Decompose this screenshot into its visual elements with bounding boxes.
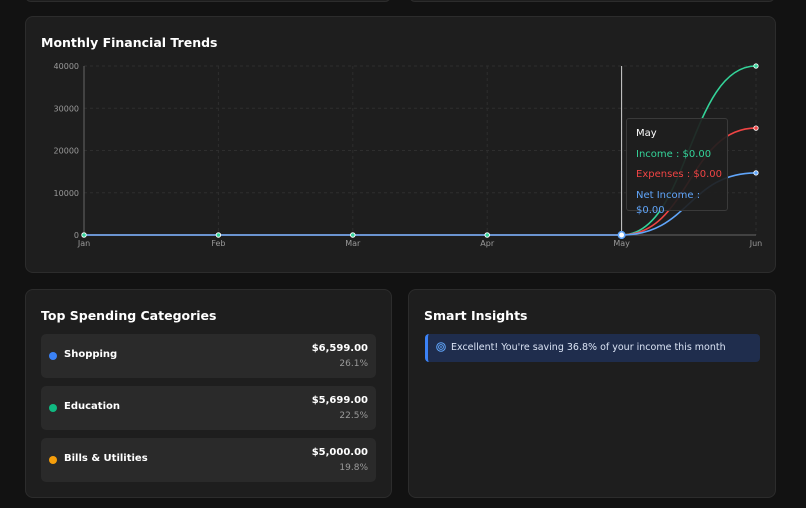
data-point: [753, 63, 759, 69]
top-spending-card: Top Spending Categories Shopping $6,599.…: [25, 289, 392, 498]
category-amount: $5,699.00: [311, 395, 368, 406]
y-tick-label: 20000: [54, 147, 79, 156]
chart-tooltip: May Income : $0.00 Expenses : $0.00 Net …: [626, 118, 728, 216]
y-tick-label: 0: [74, 231, 79, 240]
category-name: Shopping: [64, 349, 118, 360]
data-point: [617, 231, 626, 239]
category-item-shopping[interactable]: Shopping $6,599.00 26.1%: [41, 334, 376, 378]
category-percent: 22.5%: [339, 411, 368, 421]
previous-card-right: [409, 0, 775, 2]
data-point: [350, 232, 356, 238]
category-name: Bills & Utilities: [64, 453, 148, 464]
x-tick-label: Jan: [77, 239, 90, 248]
category-item-bills-utilities[interactable]: Bills & Utilities $5,000.00 19.8%: [41, 438, 376, 482]
category-color-dot: [49, 352, 57, 360]
x-tick-label: Jun: [749, 239, 763, 248]
tooltip-month: May: [636, 128, 657, 139]
series-line-net-income: [84, 172, 757, 236]
monthly-trends-card: Monthly Financial Trends 0 10000 20000 3000…: [25, 16, 776, 273]
monthly-trends-title: Monthly Financial Trends: [41, 35, 218, 50]
y-tick-label: 10000: [54, 189, 79, 198]
data-point: [484, 232, 490, 238]
tooltip-income: Income : $0.00: [636, 148, 712, 160]
x-tick-label: May: [613, 239, 630, 248]
previous-card-left: [25, 0, 391, 2]
insight-message-box: Excellent! You're saving 36.8% of your i…: [425, 334, 760, 362]
target-icon: [436, 342, 446, 352]
category-percent: 19.8%: [339, 463, 368, 473]
category-item-education[interactable]: Education $5,699.00 22.5%: [41, 386, 376, 430]
insight-message: Excellent! You're saving 36.8% of your i…: [451, 342, 726, 353]
category-color-dot: [49, 456, 57, 464]
smart-insights-title: Smart Insights: [424, 308, 528, 323]
x-tick-label: Mar: [345, 239, 361, 248]
category-name: Education: [64, 401, 120, 412]
x-tick-label: Apr: [480, 239, 495, 248]
smart-insights-card: Smart Insights Excellent! You're saving …: [408, 289, 776, 498]
y-tick-label: 40000: [54, 62, 79, 71]
data-point: [753, 125, 759, 131]
x-tick-label: Feb: [211, 239, 225, 248]
top-spending-title: Top Spending Categories: [41, 308, 217, 323]
category-color-dot: [49, 404, 57, 412]
data-point: [215, 232, 221, 238]
category-amount: $6,599.00: [311, 343, 368, 354]
category-amount: $5,000.00: [311, 447, 368, 458]
y-tick-label: 30000: [54, 104, 79, 113]
data-point: [753, 170, 759, 176]
tooltip-expenses: Expenses : $0.00: [636, 169, 723, 180]
tooltip-net-income: Net Income : $0.00: [636, 189, 701, 216]
category-percent: 26.1%: [339, 359, 368, 369]
data-point: [81, 232, 87, 238]
